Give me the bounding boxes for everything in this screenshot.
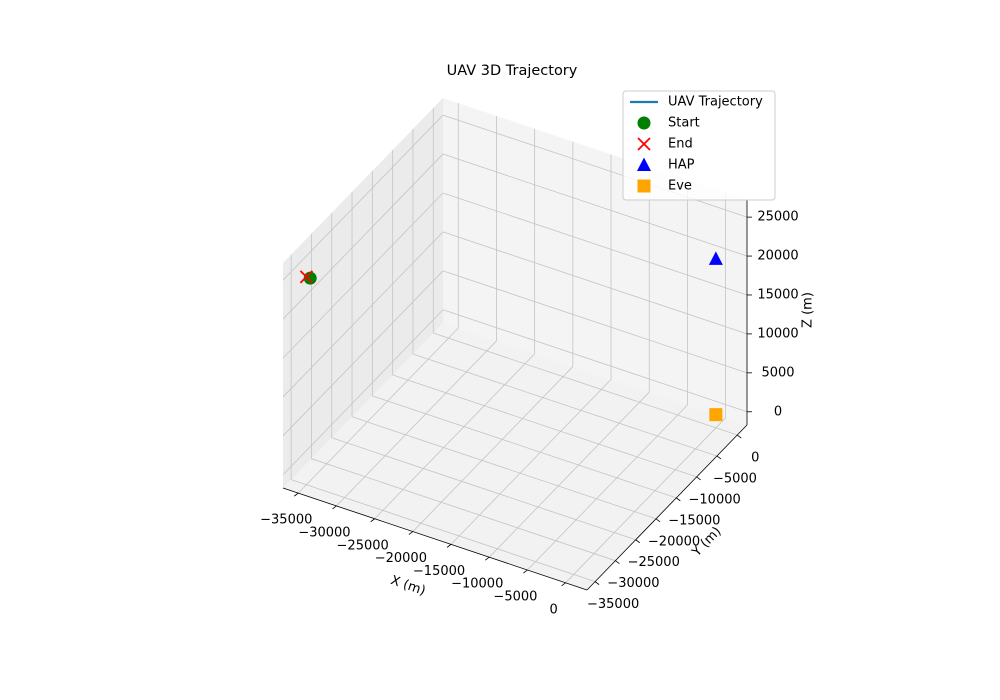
grid-line: [565, 417, 726, 584]
tick-mark: [615, 560, 620, 565]
tick-mark: [676, 497, 681, 502]
chart-title: UAV 3D Trajectory: [447, 63, 578, 79]
point: [709, 408, 723, 422]
grid-line: [450, 379, 612, 545]
y-tick-label: −10000: [689, 492, 741, 507]
grid-line: [297, 327, 459, 494]
z-tick-label: 10000: [757, 326, 798, 341]
grid-line: [351, 416, 657, 520]
x-axis: [282, 487, 588, 591]
grid-line: [282, 192, 444, 359]
x-tick-label: −20000: [375, 551, 427, 566]
z-tick-label: 25000: [757, 210, 798, 225]
y-tick-label: −20000: [648, 534, 700, 549]
grid-line: [488, 391, 650, 558]
x-tick-label: 0: [549, 602, 557, 617]
y-tick-label: −25000: [628, 555, 680, 570]
tick-mark: [408, 531, 414, 535]
tick-mark: [737, 434, 742, 439]
x-tick-label: −5000: [493, 590, 537, 605]
legend-marker: [637, 137, 651, 151]
grid-line: [442, 192, 748, 296]
z-tick-label: 0: [774, 404, 782, 419]
grid-line: [527, 404, 688, 571]
grid-line: [336, 340, 497, 507]
grid-line: [282, 231, 444, 398]
grid-line: [442, 270, 748, 374]
point: [708, 251, 723, 265]
x-tick-label: −30000: [298, 525, 350, 540]
point: [299, 270, 314, 284]
legend-box: [622, 90, 776, 201]
grid-line: [311, 458, 616, 562]
y-axis: [586, 424, 748, 591]
legend-label: HAP: [668, 158, 695, 173]
legend-label: UAV Trajectory: [668, 95, 763, 110]
tick-mark: [696, 476, 701, 481]
y-tick-label: −30000: [607, 576, 659, 591]
tick-mark: [561, 582, 566, 587]
legend-label: End: [668, 137, 693, 152]
grid-line: [442, 231, 748, 335]
legend-marker: [637, 179, 651, 193]
y-tick-label: 0: [751, 451, 759, 466]
tick-mark: [332, 505, 337, 510]
grid-line: [282, 114, 444, 281]
tick-mark: [523, 569, 528, 574]
tick-mark: [446, 544, 452, 548]
tick-mark: [484, 556, 490, 561]
x-tick-label: −10000: [451, 577, 503, 592]
z-axis-label: Z (m): [801, 292, 816, 328]
legend-label: Eve: [668, 179, 692, 194]
legend-marker: [637, 116, 651, 130]
tick-mark: [370, 518, 375, 523]
grid-line: [442, 153, 748, 257]
point: [303, 271, 317, 285]
grid-line: [331, 437, 636, 541]
grid-line: [282, 309, 444, 476]
x-tick-label: −15000: [413, 564, 465, 579]
tick-mark: [716, 455, 722, 460]
z-tick-label: 15000: [757, 287, 798, 302]
x-tick-label: −35000: [260, 513, 312, 528]
y-tick-label: −35000: [587, 597, 639, 612]
grid-line: [282, 270, 444, 437]
z-tick-label: 5000: [761, 365, 794, 380]
tick-mark: [294, 492, 299, 497]
y-tick-label: −5000: [713, 471, 757, 486]
tick-mark: [594, 581, 600, 585]
legend-label: Start: [668, 116, 700, 131]
grid-line: [282, 153, 444, 320]
grid-line: [372, 395, 677, 499]
legend-marker: [637, 157, 651, 171]
y-tick-label: −15000: [668, 513, 720, 528]
x-tick-label: −25000: [337, 538, 389, 553]
tick-mark: [635, 539, 640, 544]
grid-line: [442, 309, 748, 413]
grid-line: [412, 353, 718, 457]
grid-line: [412, 366, 574, 532]
grid-line: [290, 479, 596, 583]
tick-mark: [655, 518, 661, 523]
grid-line: [433, 332, 738, 436]
grid-line: [392, 374, 697, 478]
z-tick-label: 20000: [757, 249, 798, 264]
grid-line: [374, 353, 535, 520]
